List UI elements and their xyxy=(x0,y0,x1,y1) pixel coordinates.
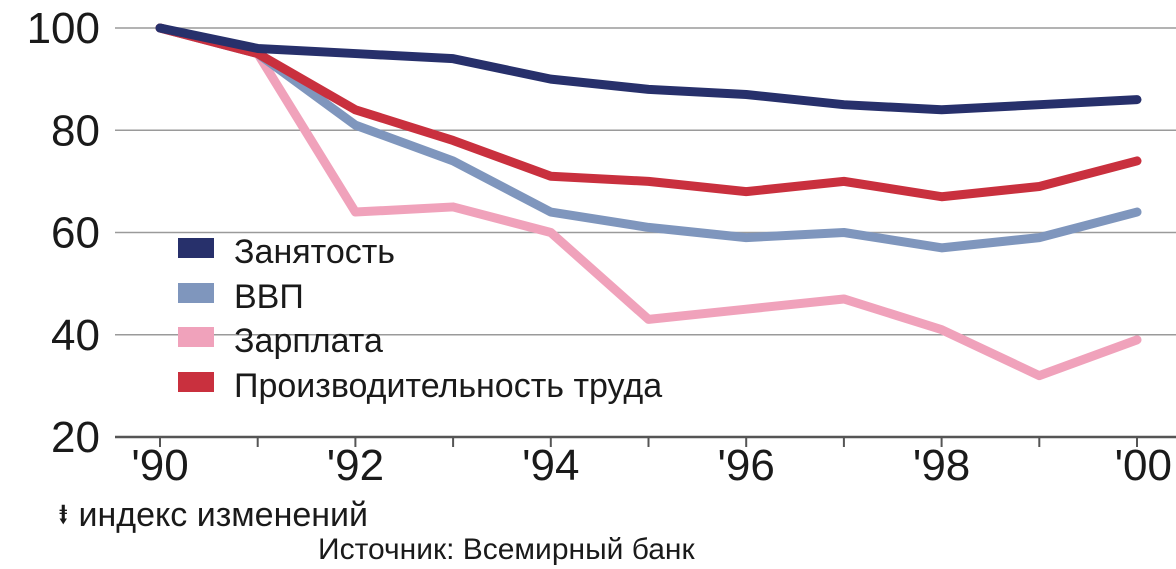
legend-swatch xyxy=(178,238,214,258)
x-tick-label: '96 xyxy=(718,441,775,490)
series-line-2 xyxy=(155,23,1142,381)
double-chevron-up-icon: ⭽ xyxy=(58,498,69,532)
index-note-text: индекс изменений xyxy=(78,496,369,534)
x-tick-label: '92 xyxy=(327,441,384,490)
legend: Занятость ВВП Зарплата Производительность т… xyxy=(178,233,662,405)
legend-label: Зарплата xyxy=(234,322,383,360)
grid-lines xyxy=(115,27,1176,336)
x-axis xyxy=(115,435,1176,447)
series-line-0 xyxy=(155,23,1142,115)
x-tick-label: '90 xyxy=(131,441,188,490)
y-tick-label: 60 xyxy=(51,209,100,258)
line-chart: 100 80 60 40 20 '90 '92 '94 '96 '98 '00 Занятость… xyxy=(27,4,1176,490)
y-tick-labels: 100 80 60 40 20 xyxy=(27,4,100,462)
x-tick-label: '00 xyxy=(1115,441,1172,490)
legend-label: ВВП xyxy=(234,278,304,316)
source-note: Источник: Всемирный банк xyxy=(318,533,695,566)
series-line-3 xyxy=(155,23,1142,202)
y-tick-label: 20 xyxy=(51,413,100,462)
index-note: ⭽ индекс изменений xyxy=(58,496,368,535)
y-tick-label: 40 xyxy=(51,311,100,360)
x-tick-label: '98 xyxy=(913,441,970,490)
x-tick-labels: '90 '92 '94 '96 '98 '00 xyxy=(131,441,1172,490)
legend-swatch xyxy=(178,372,214,392)
x-tick-label: '94 xyxy=(522,441,579,490)
legend-swatch xyxy=(178,327,214,347)
series-line-1 xyxy=(155,23,1142,253)
y-tick-label: 80 xyxy=(51,106,100,155)
legend-label: Занятость xyxy=(234,233,395,271)
legend-label: Производительность труда xyxy=(234,367,662,405)
y-tick-label: 100 xyxy=(27,4,100,53)
legend-swatch xyxy=(178,283,214,303)
series-lines xyxy=(155,23,1142,381)
